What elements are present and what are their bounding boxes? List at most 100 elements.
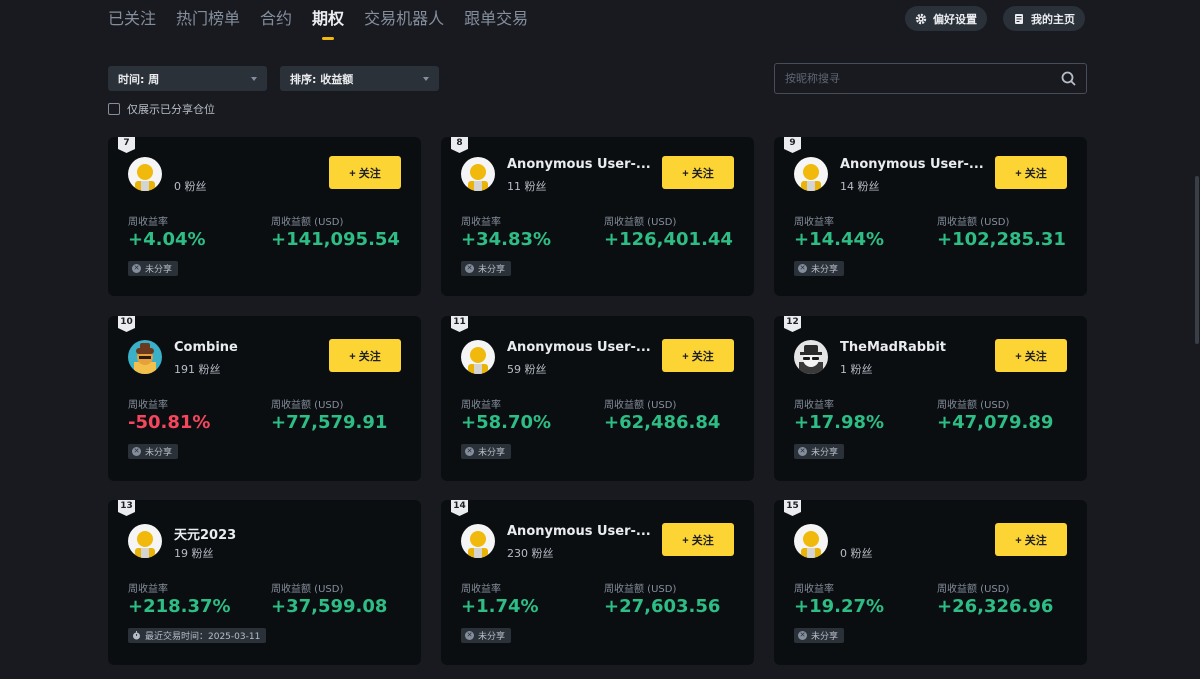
share-status-badge: ✕ 未分享 bbox=[461, 444, 512, 459]
share-status-label: 未分享 bbox=[145, 265, 173, 275]
share-status-label: 未分享 bbox=[145, 448, 173, 458]
pnl-value: +141,095.54 bbox=[271, 229, 400, 250]
follow-button[interactable]: + 关注 bbox=[995, 339, 1067, 372]
trader-card[interactable]: 12 TheMadRabbit 1 粉丝 + 关注 周收益率 周收益额 (USD) +17.… bbox=[774, 316, 1087, 481]
fans-count: 0 粉丝 bbox=[840, 547, 873, 560]
roi-label: 周收益率 bbox=[461, 400, 501, 411]
share-status-label: 未分享 bbox=[478, 265, 506, 275]
fans-count: 59 粉丝 bbox=[507, 363, 547, 376]
rank-badge: 7 bbox=[118, 137, 135, 153]
roi-value: +14.44% bbox=[794, 229, 885, 250]
pnl-label: 周收益额 (USD) bbox=[271, 584, 344, 595]
avatar[interactable] bbox=[461, 340, 495, 374]
roi-value: +58.70% bbox=[461, 412, 552, 433]
follow-button[interactable]: + 关注 bbox=[329, 339, 401, 372]
close-circle-icon: ✕ bbox=[798, 264, 807, 273]
scrollbar[interactable] bbox=[1195, 176, 1199, 344]
my-homepage-button[interactable]: 我的主页 bbox=[1003, 6, 1085, 31]
roi-value: +1.74% bbox=[461, 596, 539, 617]
trader-name[interactable]: Anonymous User-... bbox=[507, 340, 651, 355]
trader-card[interactable]: 9 Anonymous User-... 14 粉丝 + 关注 周收益率 周收益额 (US… bbox=[774, 137, 1087, 296]
fans-count: 0 粉丝 bbox=[174, 180, 207, 193]
pnl-label: 周收益额 (USD) bbox=[937, 584, 1010, 595]
follow-button[interactable]: + 关注 bbox=[329, 156, 401, 189]
close-circle-icon: ✕ bbox=[132, 264, 141, 273]
show-shared-checkbox[interactable] bbox=[108, 103, 120, 115]
roi-value: +19.27% bbox=[794, 596, 885, 617]
trader-name[interactable]: Anonymous User-... bbox=[507, 157, 651, 172]
share-status-badge: ✕ 未分享 bbox=[794, 444, 845, 459]
trader-card[interactable]: 15 0 粉丝 + 关注 周收益率 周收益额 (USD) +19.27% +26,326.9… bbox=[774, 500, 1087, 665]
tab-hot-rankings[interactable]: 热门榜单 bbox=[176, 9, 241, 28]
tab-futures[interactable]: 合约 bbox=[260, 9, 293, 28]
pnl-value: +47,079.89 bbox=[937, 412, 1054, 433]
avatar[interactable] bbox=[794, 524, 828, 558]
search-icon[interactable] bbox=[1061, 71, 1076, 86]
share-status-badge: ✕ 未分享 bbox=[794, 628, 845, 643]
avatar[interactable] bbox=[128, 157, 162, 191]
pnl-value: +26,326.96 bbox=[937, 596, 1054, 617]
pnl-label: 周收益额 (USD) bbox=[937, 400, 1010, 411]
roi-value: +17.98% bbox=[794, 412, 885, 433]
preferences-button[interactable]: 偏好设置 bbox=[905, 6, 987, 31]
rank-badge: 9 bbox=[784, 137, 801, 153]
time-select-label: 时间: 周 bbox=[118, 72, 160, 86]
fans-count: 1 粉丝 bbox=[840, 363, 873, 376]
trader-name[interactable]: Combine bbox=[174, 340, 238, 355]
sort-select[interactable]: 排序: 收益额 bbox=[280, 66, 439, 91]
follow-button[interactable]: + 关注 bbox=[995, 156, 1067, 189]
trader-card[interactable]: 8 Anonymous User-... 11 粉丝 + 关注 周收益率 周收益额 (US… bbox=[441, 137, 754, 296]
pnl-label: 周收益额 (USD) bbox=[604, 217, 677, 228]
close-circle-icon: ✕ bbox=[465, 447, 474, 456]
trader-card[interactable]: 13 天元2023 19 粉丝 周收益率 周收益额 (USD) +218.37% +37,5… bbox=[108, 500, 421, 665]
share-status-badge: ✕ 未分享 bbox=[128, 261, 179, 276]
follow-button[interactable]: + 关注 bbox=[662, 156, 734, 189]
document-icon bbox=[1015, 13, 1023, 24]
tab-options[interactable]: 期权 bbox=[312, 6, 344, 40]
rank-badge: 15 bbox=[784, 500, 801, 516]
gear-icon bbox=[915, 13, 927, 24]
show-shared-label: 仅展示已分享仓位 bbox=[127, 103, 215, 116]
pnl-label: 周收益额 (USD) bbox=[271, 217, 344, 228]
trader-name[interactable]: 天元2023 bbox=[174, 528, 237, 543]
follow-button[interactable]: + 关注 bbox=[662, 523, 734, 556]
roi-value: +218.37% bbox=[128, 596, 231, 617]
trader-name[interactable]: TheMadRabbit bbox=[840, 340, 947, 355]
pnl-label: 周收益额 (USD) bbox=[604, 400, 677, 411]
rank-badge: 10 bbox=[118, 316, 135, 332]
clock-icon bbox=[133, 631, 140, 640]
avatar[interactable] bbox=[794, 340, 828, 374]
time-select[interactable]: 时间: 周 bbox=[108, 66, 267, 91]
avatar[interactable] bbox=[794, 157, 828, 191]
tab-trading-bots[interactable]: 交易机器人 bbox=[364, 9, 445, 28]
avatar[interactable] bbox=[461, 157, 495, 191]
trader-name[interactable]: Anonymous User-... bbox=[507, 524, 651, 539]
share-status-label: 最近交易时间：2025-03-11 bbox=[145, 632, 261, 642]
fans-count: 230 粉丝 bbox=[507, 547, 554, 560]
pnl-label: 周收益额 (USD) bbox=[604, 584, 677, 595]
share-status-badge: ✕ 未分享 bbox=[128, 444, 179, 459]
trader-card[interactable]: 14 Anonymous User-... 230 粉丝 + 关注 周收益率 周收益额 (… bbox=[441, 500, 754, 665]
follow-button[interactable]: + 关注 bbox=[995, 523, 1067, 556]
caret-down-icon bbox=[251, 76, 257, 81]
roi-label: 周收益率 bbox=[794, 400, 834, 411]
trader-card[interactable]: 10 Combine 191 粉丝 + 关注 周收益率 周收益额 (USD) -50.81%… bbox=[108, 316, 421, 481]
caret-down-icon bbox=[423, 76, 429, 81]
pnl-value: +62,486.84 bbox=[604, 412, 721, 433]
close-circle-icon: ✕ bbox=[132, 447, 141, 456]
avatar[interactable] bbox=[128, 340, 162, 374]
tab-copy-trading[interactable]: 跟单交易 bbox=[464, 9, 529, 28]
search-box bbox=[774, 63, 1087, 94]
search-input[interactable] bbox=[785, 72, 1061, 85]
pnl-label: 周收益额 (USD) bbox=[937, 217, 1010, 228]
avatar[interactable] bbox=[128, 524, 162, 558]
trader-card[interactable]: 11 Anonymous User-... 59 粉丝 + 关注 周收益率 周收益额 (U… bbox=[441, 316, 754, 481]
share-status-badge: ✕ 未分享 bbox=[794, 261, 845, 276]
trader-name[interactable]: Anonymous User-... bbox=[840, 157, 984, 172]
tab-following[interactable]: 已关注 bbox=[108, 9, 157, 28]
avatar[interactable] bbox=[461, 524, 495, 558]
trader-card[interactable]: 7 0 粉丝 + 关注 周收益率 周收益额 (USD) +4.04% +141,095.54… bbox=[108, 137, 421, 296]
follow-button[interactable]: + 关注 bbox=[662, 339, 734, 372]
fans-count: 11 粉丝 bbox=[507, 180, 547, 193]
fans-count: 19 粉丝 bbox=[174, 547, 214, 560]
